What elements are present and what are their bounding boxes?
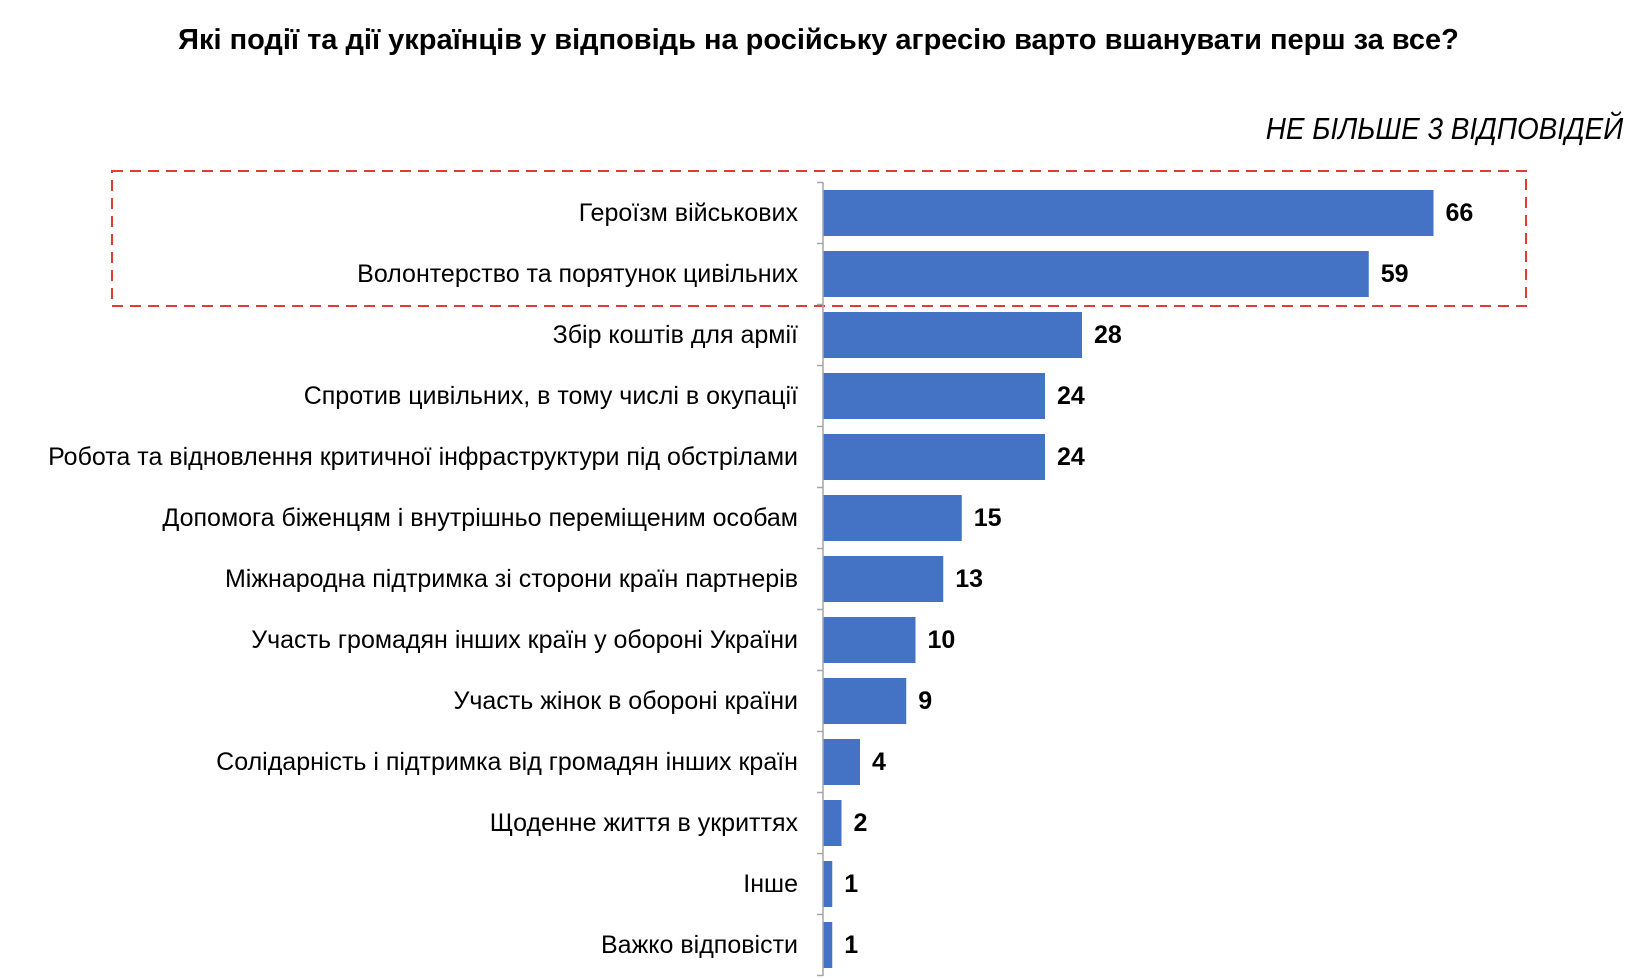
category-label: Участь громадян інших країн у обороні Ук… (251, 626, 798, 654)
value-label: 1 (844, 931, 858, 959)
value-label: 10 (928, 626, 956, 654)
category-label: Героїзм військових (579, 199, 799, 227)
bar (823, 556, 944, 602)
category-label: Участь жінок в обороні країни (453, 687, 798, 715)
chart-title: Які події та дії українців у відповідь н… (178, 24, 1459, 56)
category-label: Збір коштів для армії (553, 321, 798, 349)
category-label: Спротив цивільних, в тому числі в окупац… (304, 382, 798, 410)
bar (823, 922, 833, 968)
value-label: 9 (918, 687, 932, 715)
category-label: Солідарність і підтримка від громадян ін… (216, 748, 798, 776)
highlight-box (111, 170, 1527, 307)
bar (823, 373, 1045, 419)
value-label: 2 (854, 809, 868, 837)
category-label: Волонтерство та порятунок цивільних (357, 260, 798, 288)
bar (823, 495, 962, 541)
value-label: 4 (872, 748, 886, 776)
bar (823, 434, 1045, 480)
chart-subtitle: НЕ БІЛЬШЕ 3 ВІДПОВІДЕЙ (1265, 111, 1623, 146)
value-label: 59 (1381, 260, 1409, 288)
value-label: 24 (1057, 382, 1085, 410)
value-label: 1 (844, 870, 858, 898)
category-label: Щоденне життя в укриттях (490, 809, 799, 837)
bar (823, 251, 1369, 297)
bar (823, 861, 833, 907)
bar (823, 312, 1082, 358)
bar (823, 678, 907, 724)
category-label: Допомога біженцям і внутрішньо переміщен… (162, 504, 798, 532)
bar (823, 800, 842, 846)
value-label: 28 (1094, 321, 1122, 349)
bar (823, 617, 916, 663)
value-label: 13 (955, 565, 983, 593)
bar (823, 190, 1434, 236)
bar (823, 739, 860, 785)
value-label: 66 (1446, 199, 1474, 227)
category-label: Інше (743, 870, 798, 898)
category-label: Робота та відновлення критичної інфрастр… (48, 443, 798, 471)
value-label: 24 (1057, 443, 1085, 471)
value-label: 15 (974, 504, 1002, 532)
category-label: Міжнародна підтримка зі сторони країн па… (225, 565, 798, 593)
category-label: Важко відповісти (601, 931, 798, 959)
